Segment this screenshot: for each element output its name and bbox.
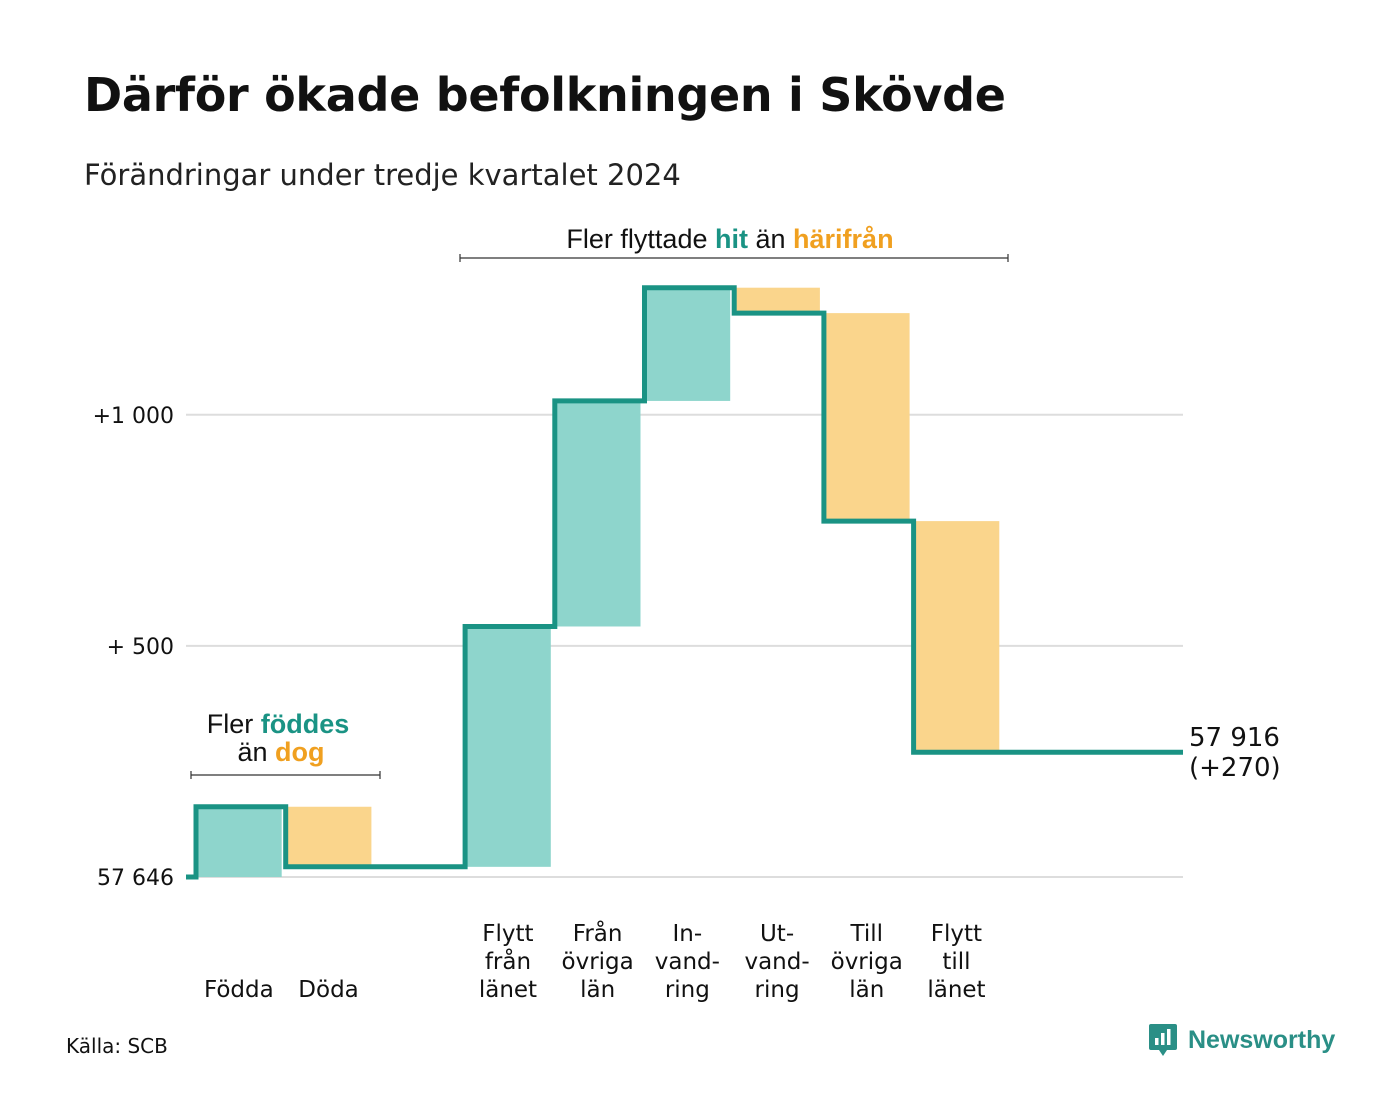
x-tick-label: Flytt: [931, 921, 982, 947]
chart-title: Därför ökade befolkningen i Skövde: [84, 68, 1006, 122]
decrease-bar: [913, 521, 1000, 753]
x-tick-label: In-: [673, 921, 703, 947]
y-tick-label: 57 646: [97, 866, 174, 891]
increase-bar: [644, 287, 731, 401]
x-tick-label: Till: [849, 921, 883, 947]
x-tick-label: Från: [573, 919, 623, 947]
x-tick-label: länet: [479, 977, 537, 1003]
x-tick-label: från: [485, 947, 531, 975]
increase-bar: [554, 400, 641, 627]
y-tick-label: +1 000: [93, 404, 174, 429]
x-tick-label: till: [942, 949, 970, 975]
increase-bar: [196, 806, 282, 877]
x-tick-label: ring: [755, 977, 800, 1003]
decrease-bar: [285, 806, 372, 867]
x-tick-labels: Födda DödaFlyttfrånlänetFrånövrigalänIn-v…: [204, 919, 986, 1003]
end-change-label: (+270): [1189, 753, 1281, 783]
brand-name: Newsworthy: [1188, 1025, 1336, 1054]
source-note: Källa: SCB: [66, 1034, 168, 1058]
x-tick-label: Födda: [204, 977, 274, 1003]
y-tick-label: + 500: [107, 635, 174, 660]
x-tick-label: ring: [665, 977, 710, 1003]
end-value-label: 57 916: [1189, 723, 1280, 753]
births-annotation-line1: Fler föddes: [207, 709, 350, 739]
brand-logo: Newsworthy: [1148, 1022, 1335, 1058]
cumulative-line: [186, 285, 1183, 880]
moves-annotation: Fler flyttade hit än härifrån: [566, 224, 893, 254]
decrease-bar: [734, 287, 820, 314]
newsworthy-logo-icon: [1149, 1024, 1177, 1056]
x-tick-label: län: [849, 977, 884, 1003]
x-tick-label: Ut-: [760, 921, 794, 947]
moves-bracket: [459, 254, 1009, 262]
x-tick-label: Döda: [298, 977, 358, 1003]
x-tick-label: länet: [927, 977, 985, 1003]
chart-subtitle: Förändringar under tredje kvartalet 2024: [84, 158, 681, 192]
x-tick-label: vand-: [655, 949, 720, 975]
decrease-bar: [823, 313, 910, 522]
births-bracket: [190, 771, 381, 779]
x-tick-label: övriga: [831, 949, 903, 975]
x-tick-label: Flytt: [482, 921, 533, 947]
births-annotation-line2: än dog: [237, 737, 324, 767]
increase-bar: [465, 626, 551, 867]
x-tick-label: vand-: [744, 949, 809, 975]
x-tick-label: län: [580, 977, 615, 1003]
x-tick-label: övriga: [562, 949, 634, 975]
